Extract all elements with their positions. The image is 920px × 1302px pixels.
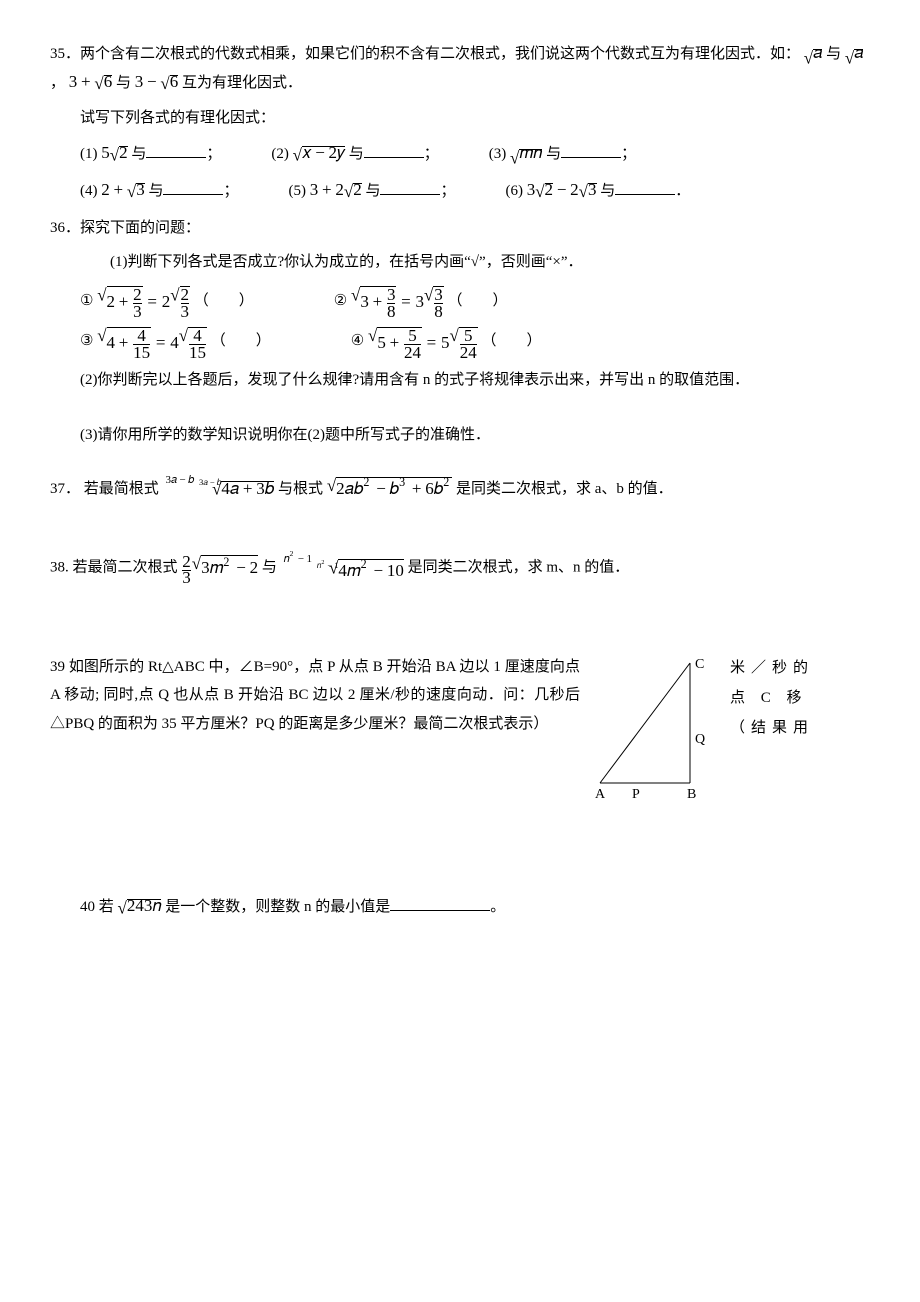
q39-text: 39 如图所示的 Rt△ABC 中，∠B=90°，点 P 从点 B 开始沿 BA… (50, 653, 580, 739)
q39-r1: 米／秒的 (730, 653, 830, 683)
q38-num: 38. (50, 560, 69, 576)
sqrt-a-2: a (845, 40, 864, 69)
q36-sub3: (3)请你用所学的数学知识说明你在(2)题中所写式子的准确性． (80, 421, 870, 450)
label-c: C (695, 657, 704, 672)
q35-item6: (6) 32−23 与． (505, 177, 690, 206)
q37-expr1: 4a+3b3a−b3a−b (163, 476, 275, 505)
expr-3-plus-sqrt6: 3+6 (69, 69, 112, 98)
q35-intro-e: 互为有理化因式． (182, 75, 302, 91)
q40: 40 若 243n 是一个整数，则整数 n 的最小值是 。 (80, 893, 870, 922)
blank-2[interactable] (364, 142, 424, 158)
q37-num: 37． (50, 481, 80, 497)
q35: 35．两个含有二次根式的代数式相乘，如果它们的积不含有二次根式，我们说这两个代数… (50, 40, 870, 98)
q36-formula1: ① 2+23=223 （ ） (80, 285, 254, 318)
q40-expr: 243n (118, 893, 162, 922)
q35-intro-a: 两个含有二次根式的代数式相乘，如果它们的积不含有二次根式，我们说这两个代数式互为… (80, 46, 800, 62)
blank-6[interactable] (615, 179, 675, 195)
q38-text-b: 与 (262, 560, 277, 576)
q39-body: 如图所示的 Rt△ABC 中，∠B=90°，点 P 从点 B 开始沿 BA 边以… (50, 659, 580, 732)
q36-sub1: (1)判断下列各式是否成立?你认为成立的，在括号内画“√”，否则画“×”． (110, 248, 870, 277)
q37-text-c: 是同类二次根式，求 a、b 的值． (456, 481, 673, 497)
yu-2: 与 (116, 75, 131, 91)
triangle-diagram: A P B C Q (590, 653, 720, 803)
q38-expr1: 233m2−2 (181, 553, 258, 584)
label-a: A (595, 787, 606, 802)
q39: 39 如图所示的 Rt△ABC 中，∠B=90°，点 P 从点 B 开始沿 BA… (50, 653, 870, 814)
q36-formula4: ④ 5+524=5524 （ ） (351, 325, 542, 358)
q36-title: 探究下面的问题： (80, 220, 200, 236)
label-b: B (687, 787, 696, 802)
bracket-3[interactable]: （ ） (211, 333, 271, 349)
expr-3-minus-sqrt6: 3−6 (135, 69, 178, 98)
q38-text-a: 若最简二次根式 (73, 560, 178, 576)
q40-text-a: 若 (99, 899, 114, 915)
q37-expr2: 2ab2−b3+6b2 (327, 475, 452, 504)
blank-4[interactable] (163, 179, 223, 195)
label-p: P (632, 787, 640, 802)
expr-2-plus-sqrt3: 2+3 (101, 177, 144, 206)
q35-item1: (1) 52 与； (80, 140, 221, 169)
expr-sqrt-x-2y: x−2y (293, 140, 345, 169)
q35-item4: (4) 2+3 与； (80, 177, 238, 206)
q40-text-b: 是一个整数，则整数 n 的最小值是 (165, 899, 390, 915)
bracket-2[interactable]: （ ） (448, 293, 508, 309)
comma-1: ， (50, 75, 65, 91)
q40-num: 40 (80, 899, 95, 915)
q35-line2: 试写下列各式的有理化因式： (80, 104, 870, 133)
q35-item3: (3) mn 与； (489, 140, 636, 169)
q36-row1: ① 2+23=223 （ ） ② 3+38=338 （ ） (80, 285, 870, 318)
q36-num: 36． (50, 220, 80, 236)
q39-r3: （结果用 (730, 713, 830, 743)
q36: 36．探究下面的问题： (50, 214, 870, 243)
q36-sub2: (2)你判断完以上各题后，发现了什么规律?请用含有 n 的式子将规律表示出来，并… (80, 366, 870, 395)
q35-row2: (4) 2+3 与； (5) 3+22 与； (6) 32−23 与． (80, 177, 870, 206)
sqrt-a-1: a (804, 40, 823, 69)
blank-1[interactable] (146, 142, 206, 158)
q38: 38. 若最简二次根式 233m2−2 与 4m2−10n2−1n2−1 是同类… (50, 550, 870, 586)
yu-1: 与 (826, 46, 841, 62)
q36-row2: ③ 4+415=4415 （ ） ④ 5+524=5524 （ ） (80, 325, 870, 358)
blank-q40[interactable] (390, 895, 490, 911)
expr-5sqrt2: 52 (101, 140, 127, 169)
label-q: Q (695, 732, 705, 747)
q39-r2: 点 C 移 (730, 683, 830, 713)
blank-5[interactable] (380, 179, 440, 195)
expr-3-plus-2sqrt2: 3+22 (310, 177, 362, 206)
bracket-4[interactable]: （ ） (482, 333, 542, 349)
q37-text-a: 若最简根式 (84, 481, 159, 497)
expr-3sqrt2-minus-2sqrt3: 32−23 (527, 177, 597, 206)
expr-sqrt-mn: mn (510, 140, 542, 169)
q40-period: 。 (490, 899, 505, 915)
q38-text-c: 是同类二次根式，求 m、n 的值． (408, 560, 630, 576)
blank-3[interactable] (561, 142, 621, 158)
q36-formula2: ② 3+38=338 （ ） (334, 285, 508, 318)
bracket-1[interactable]: （ ） (194, 293, 254, 309)
q35-row1: (1) 52 与； (2) x−2y 与； (3) mn 与； (80, 140, 870, 169)
q36-formula3: ③ 4+415=4415 （ ） (80, 325, 271, 358)
q35-item2: (2) x−2y 与； (271, 140, 438, 169)
q39-diagram: A P B C Q (590, 653, 720, 814)
q39-num: 39 (50, 659, 65, 675)
q35-item5: (5) 3+22 与； (288, 177, 455, 206)
q39-right-column: 米／秒的 点 C 移 （结果用 (730, 653, 830, 743)
q37: 37． 若最简根式 4a+3b3a−b3a−b 与根式 2ab2−b3+6b2 … (50, 475, 870, 504)
q38-expr2: 4m2−10n2−1n2−1 (281, 550, 404, 586)
q35-num: 35． (50, 46, 80, 62)
q37-text-b: 与根式 (278, 481, 323, 497)
